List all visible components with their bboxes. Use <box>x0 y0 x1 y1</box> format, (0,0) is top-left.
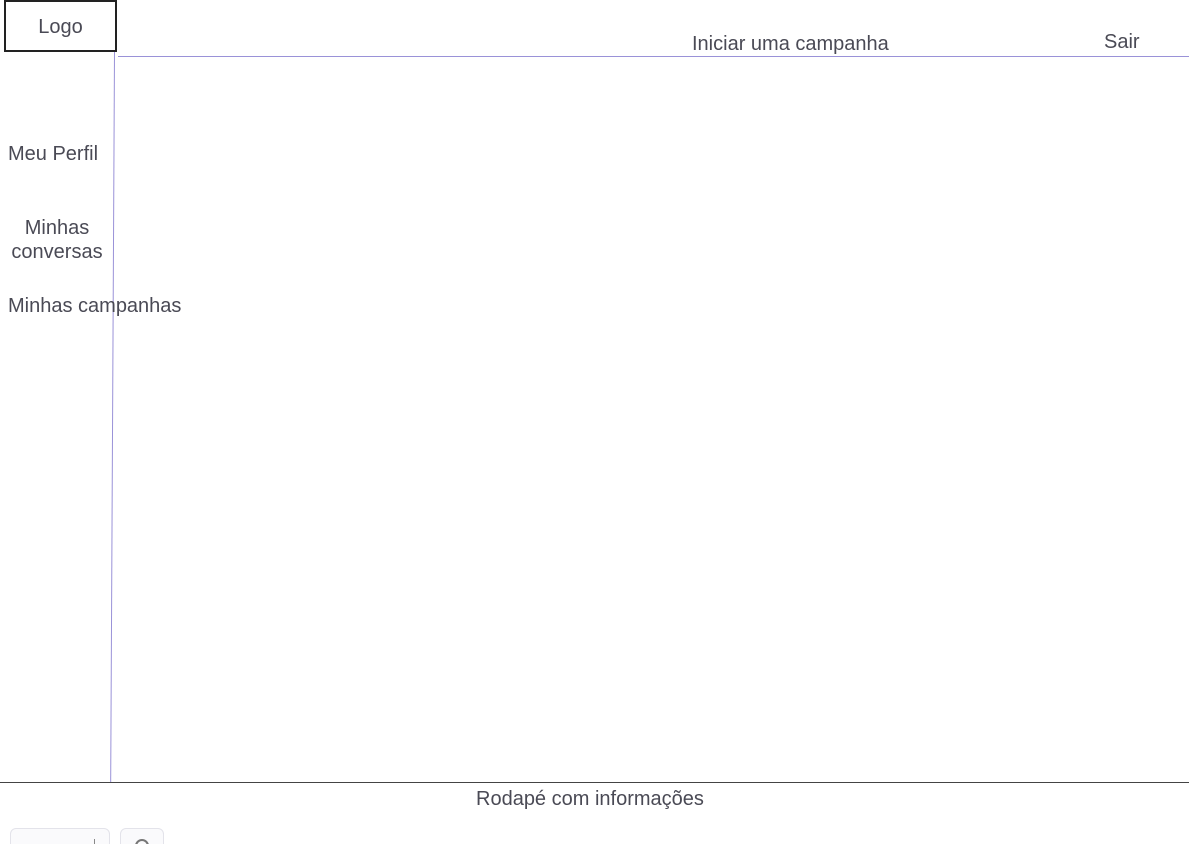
logo-label: Logo <box>38 16 83 38</box>
footer-info: Rodapé com informações <box>476 788 704 810</box>
sidebar-item-minhas-campanhas[interactable]: Minhas campanhas <box>8 295 182 317</box>
bottom-toolbar-button[interactable] <box>10 828 110 844</box>
logout-link[interactable]: Sair <box>1104 31 1140 53</box>
start-campaign-link[interactable]: Iniciar uma campanha <box>692 33 889 55</box>
help-icon <box>135 839 149 844</box>
caret-icon <box>94 839 95 844</box>
footer-divider <box>0 782 1189 783</box>
logo[interactable]: Logo <box>4 0 117 52</box>
sidebar-item-meu-perfil[interactable]: Meu Perfil <box>8 143 99 165</box>
header-divider <box>118 56 1189 57</box>
sidebar-divider <box>110 52 115 782</box>
sidebar-item-minhas-conversas[interactable]: Minhas conversas <box>11 217 103 263</box>
bottom-help-button[interactable] <box>120 828 164 844</box>
